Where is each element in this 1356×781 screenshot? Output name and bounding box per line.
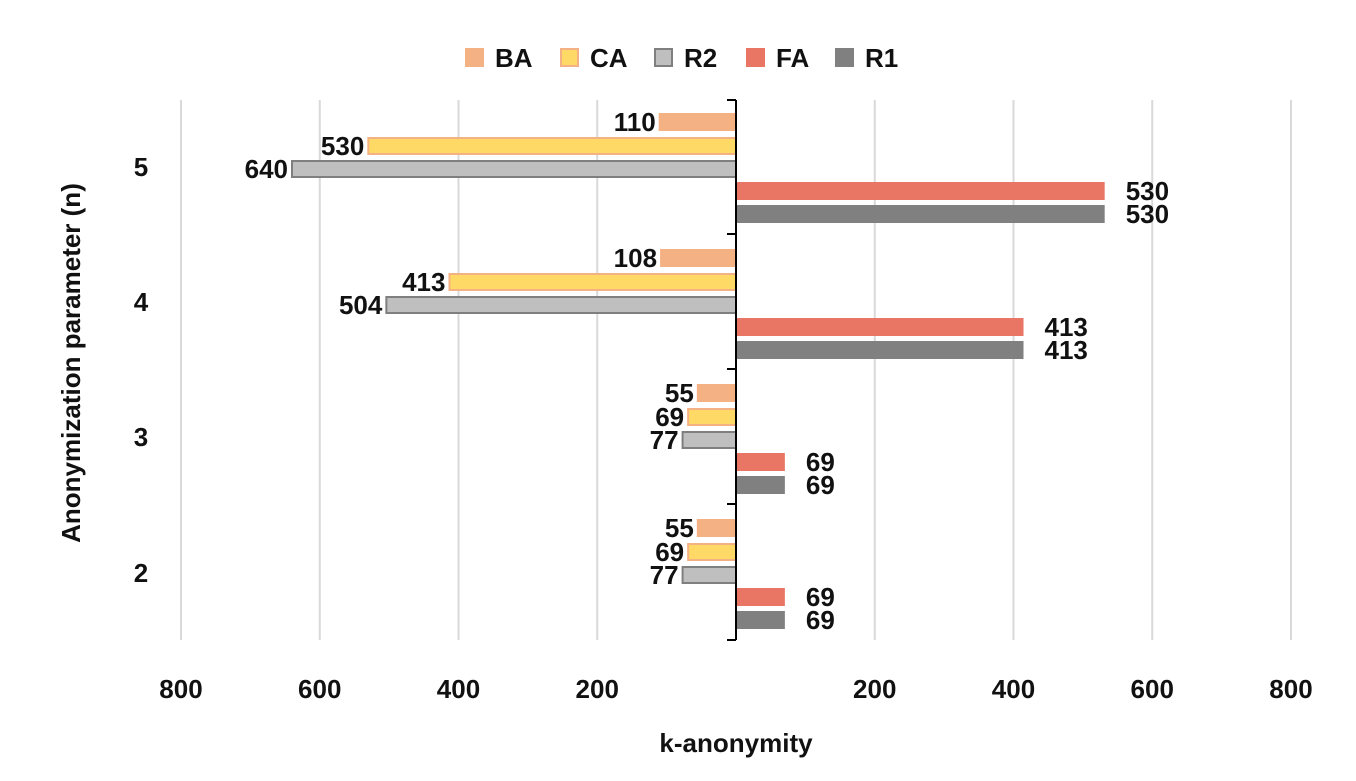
- data-label-ba: 110: [614, 107, 656, 137]
- bar-fa: [735, 453, 785, 471]
- axes: 800 600 400 200 200 400 600 800 5 4 3 2: [134, 99, 1313, 704]
- bar-r2: [681, 431, 737, 449]
- bar-ba: [696, 384, 737, 402]
- data-label-fa: 69: [806, 447, 835, 477]
- bar-fa: [735, 182, 1105, 200]
- data-label-fa: 530: [1126, 176, 1169, 206]
- bar-ca: [448, 273, 737, 291]
- bar-r2: [385, 296, 737, 314]
- bar-r2: [291, 160, 737, 178]
- data-label-r1: 69: [806, 470, 835, 500]
- bar-r2: [681, 566, 737, 584]
- legend-label-ba: BA: [495, 43, 533, 73]
- legend-label-ca: CA: [590, 43, 628, 73]
- legend-label-r1: R1: [865, 43, 898, 73]
- data-label-ca: 413: [402, 267, 445, 297]
- data-label-ca: 69: [655, 537, 684, 567]
- legend: BA CA R2 FA R1: [465, 43, 898, 73]
- data-label-fa: 413: [1045, 312, 1088, 342]
- bar-r1: [735, 341, 1024, 359]
- y-axis-title: Anonymization parameter (n): [56, 183, 86, 543]
- bar-fa: [735, 588, 785, 606]
- legend-swatch-fa: [746, 48, 765, 67]
- data-label-r2: 640: [245, 154, 288, 184]
- legend-swatch-r2: [654, 48, 673, 67]
- data-label-r2: 77: [650, 425, 679, 455]
- data-label-ba: 108: [614, 243, 657, 273]
- data-label-fa: 69: [806, 582, 835, 612]
- legend-label-fa: FA: [776, 43, 809, 73]
- data-label-ca: 530: [321, 131, 364, 161]
- category-label: 5: [134, 152, 148, 182]
- bar-ba: [696, 519, 737, 537]
- x-axis-title: k-anonymity: [659, 728, 813, 758]
- category-label: 4: [134, 287, 149, 317]
- data-label-r2: 504: [339, 290, 383, 320]
- data-label-r2: 77: [650, 560, 679, 590]
- x-tick-label-right: 200: [853, 674, 896, 704]
- data-label-r1: 413: [1045, 335, 1088, 365]
- data-label-r1: 530: [1126, 199, 1169, 229]
- bar-ca: [687, 408, 737, 426]
- data-labels: 1105306405305301084135044134135569776969…: [245, 107, 1169, 635]
- legend-swatch-ca: [560, 48, 579, 67]
- bar-r1: [735, 611, 785, 629]
- bar-fa: [735, 318, 1024, 336]
- bar-ca: [367, 137, 737, 155]
- data-label-ba: 55: [665, 378, 694, 408]
- bar-ba: [658, 113, 737, 131]
- x-tick-label-left: 800: [159, 674, 202, 704]
- x-tick-label-left: 400: [437, 674, 480, 704]
- bar-r1: [735, 205, 1105, 223]
- category-label: 2: [134, 558, 148, 588]
- data-label-ca: 69: [655, 402, 684, 432]
- x-tick-label-right: 800: [1269, 674, 1312, 704]
- x-tick-label-left: 600: [298, 674, 341, 704]
- legend-label-r2: R2: [684, 43, 717, 73]
- bar-ca: [687, 543, 737, 561]
- category-label: 3: [134, 422, 148, 452]
- bars: [291, 113, 1105, 629]
- x-tick-label-right: 400: [992, 674, 1035, 704]
- x-tick-label-right: 600: [1131, 674, 1174, 704]
- x-tick-label-left: 200: [576, 674, 619, 704]
- legend-swatch-ba: [465, 48, 484, 67]
- data-label-r1: 69: [806, 605, 835, 635]
- legend-swatch-r1: [835, 48, 854, 67]
- data-label-ba: 55: [665, 513, 694, 543]
- bar-ba: [660, 249, 738, 267]
- bar-r1: [735, 476, 785, 494]
